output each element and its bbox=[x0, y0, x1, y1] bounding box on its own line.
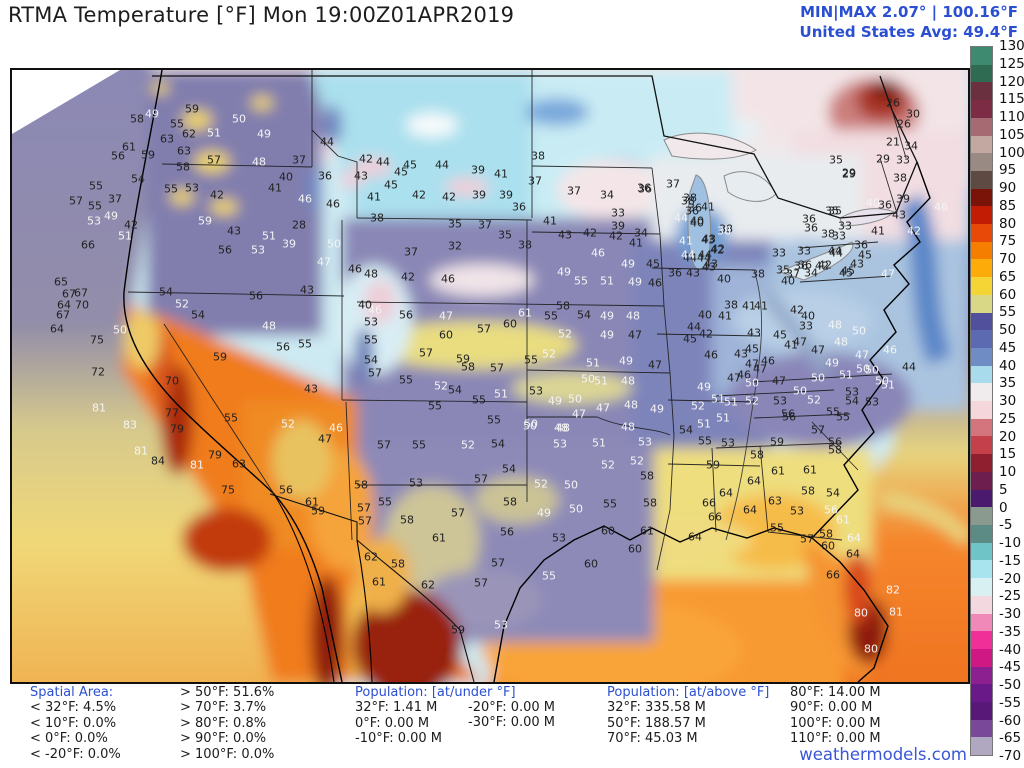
spatial-area-header: Spatial Area: bbox=[30, 685, 114, 700]
map-temperature-labels: 59 55 62 51 63 58 49 50 49 44 48 37 56 59 61 63 57 58 54 55… bbox=[50, 96, 948, 656]
summary-stats: MIN|MAX 2.07° | 100.16°F United States A… bbox=[800, 2, 1018, 42]
watermark-link[interactable]: weathermodels.com bbox=[799, 745, 967, 764]
coastlines bbox=[123, 70, 931, 682]
minmax-readout: MIN|MAX 2.07° | 100.16°F bbox=[800, 3, 1018, 21]
color-scale bbox=[970, 46, 993, 756]
temperature-map: 59 55 62 51 63 58 49 50 49 44 48 37 56 59 61 63 57 58 54 55… bbox=[10, 68, 970, 684]
population-under-header: Population: [at/under °F] bbox=[355, 685, 516, 700]
spatial-area-panel: Spatial Area: < 32°F: 4.5% < 10°F: 0.0% < … bbox=[30, 685, 121, 762]
national-borders bbox=[152, 75, 918, 682]
state-borders bbox=[127, 70, 907, 571]
spatial-area-under-list: < 32°F: 4.5% < 10°F: 0.0% < 0°F: 0.0% < -20… bbox=[30, 700, 121, 762]
population-under-col2: -20°F: 0.00 M -30°F: 0.00 M bbox=[468, 700, 556, 731]
population-above-panel: Population: [at/above °F] 32°F: 335.58 M… bbox=[607, 685, 769, 747]
population-above-col1: 32°F: 335.58 M 50°F: 188.57 M 70°F: 45.03 … bbox=[607, 700, 706, 747]
color-scale-ticks: 130 125 120 115 110 105 100 95 90 85 80 75 70 65 60 55 5… bbox=[999, 38, 1024, 764]
projection-edge bbox=[12, 70, 120, 134]
spatial-area-over-list: > 50°F: 51.6% > 70°F: 3.7% > 80°F: 0.8% > 9… bbox=[180, 685, 275, 762]
population-under-col1: 32°F: 1.41 M 0°F: 0.00 M -10°F: 0.00 M bbox=[355, 700, 443, 747]
population-above-header: Population: [at/above °F] bbox=[607, 685, 770, 700]
temperature-field-graphic bbox=[12, 70, 968, 682]
population-above-col2: 80°F: 14.00 M 90°F: 0.00 M 100°F: 0.00 M 11… bbox=[790, 685, 881, 747]
page-title: RTMA Temperature [°F] Mon 19:00Z01APR201… bbox=[8, 3, 515, 27]
us-average-readout: United States Avg: 49.4°F bbox=[799, 23, 1018, 41]
population-under-panel: Population: [at/under °F] 32°F: 1.41 M 0°… bbox=[355, 685, 516, 747]
great-lakes bbox=[663, 132, 895, 281]
